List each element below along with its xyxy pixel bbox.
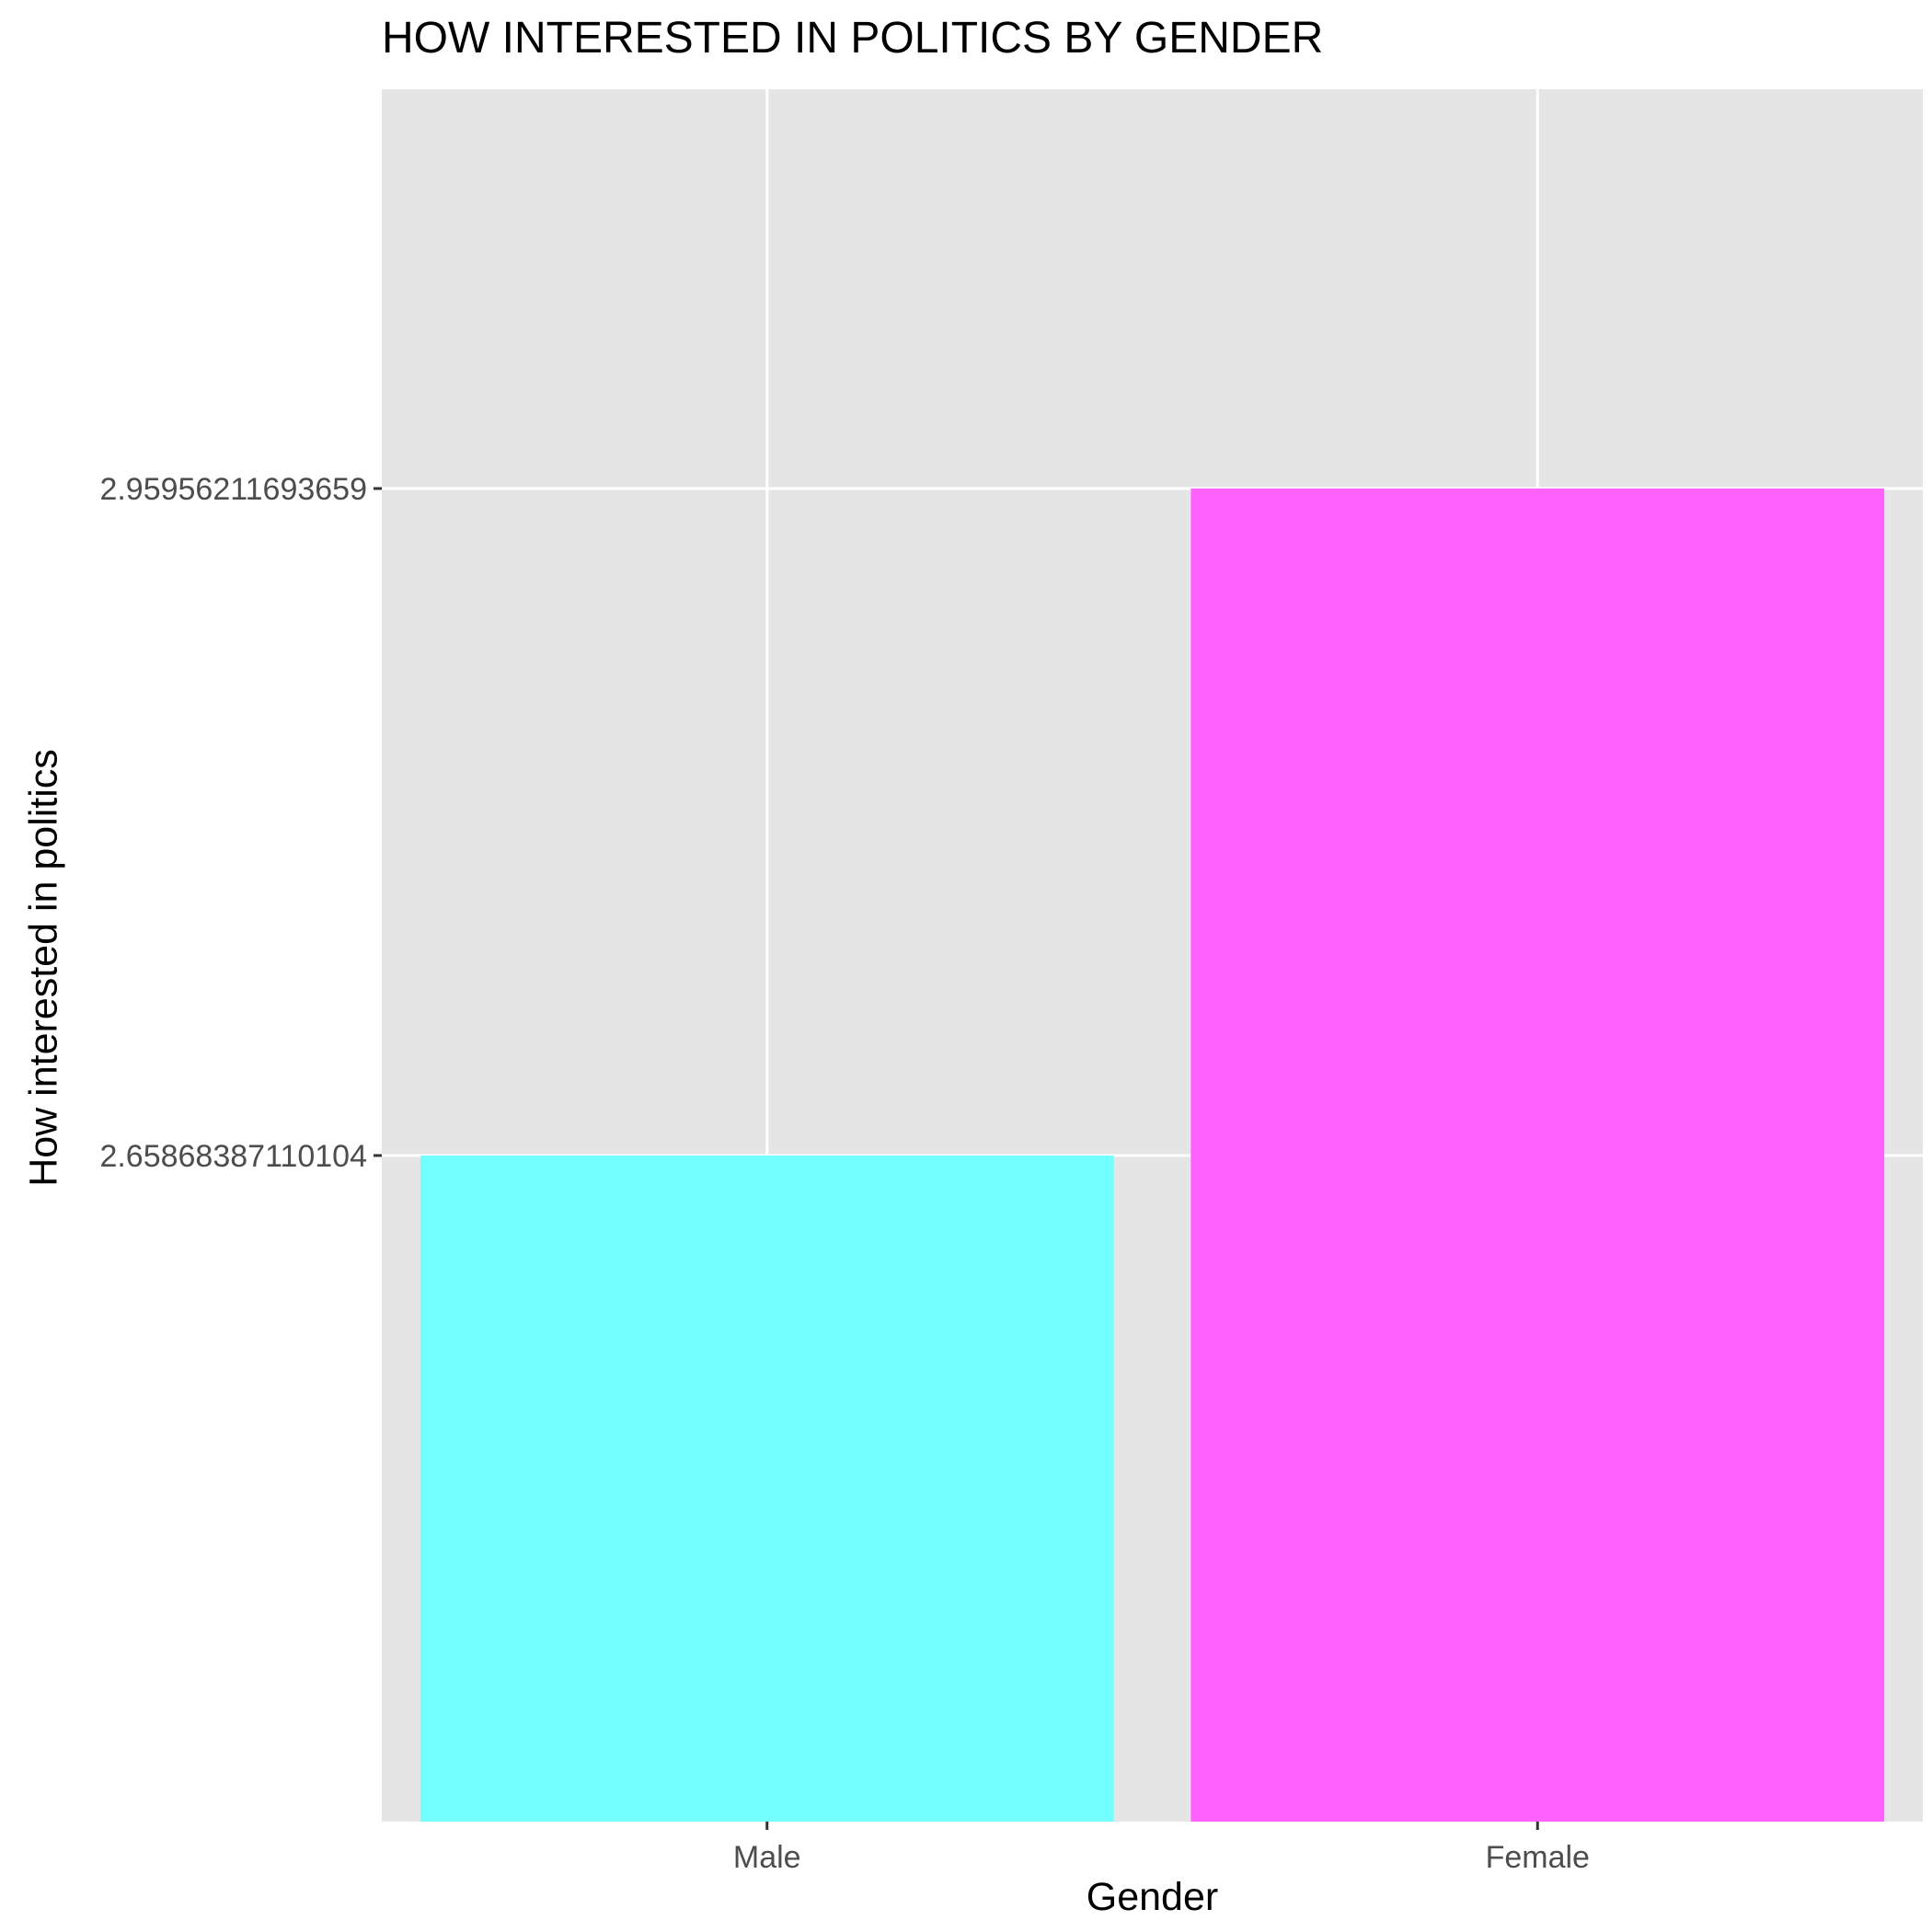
bar-female [1190, 489, 1885, 1822]
x-tick-label: Male [733, 1840, 801, 1875]
y-tick-label: 2.95956211693659 [99, 472, 367, 507]
y-axis: 2.65868387110104 2.95956211693659 [99, 472, 382, 1174]
y-tick-label: 2.65868387110104 [99, 1139, 367, 1174]
x-axis: Male Female [733, 1822, 1590, 1875]
bars [420, 489, 1885, 1822]
y-axis-label: How interested in politics [21, 749, 66, 1187]
bar-male [420, 1156, 1114, 1822]
x-axis-label: Gender [1086, 1875, 1219, 1919]
chart-title: HOW INTERESTED IN POLITICS BY GENDER [382, 14, 1324, 63]
x-tick-label: Female [1486, 1840, 1590, 1875]
